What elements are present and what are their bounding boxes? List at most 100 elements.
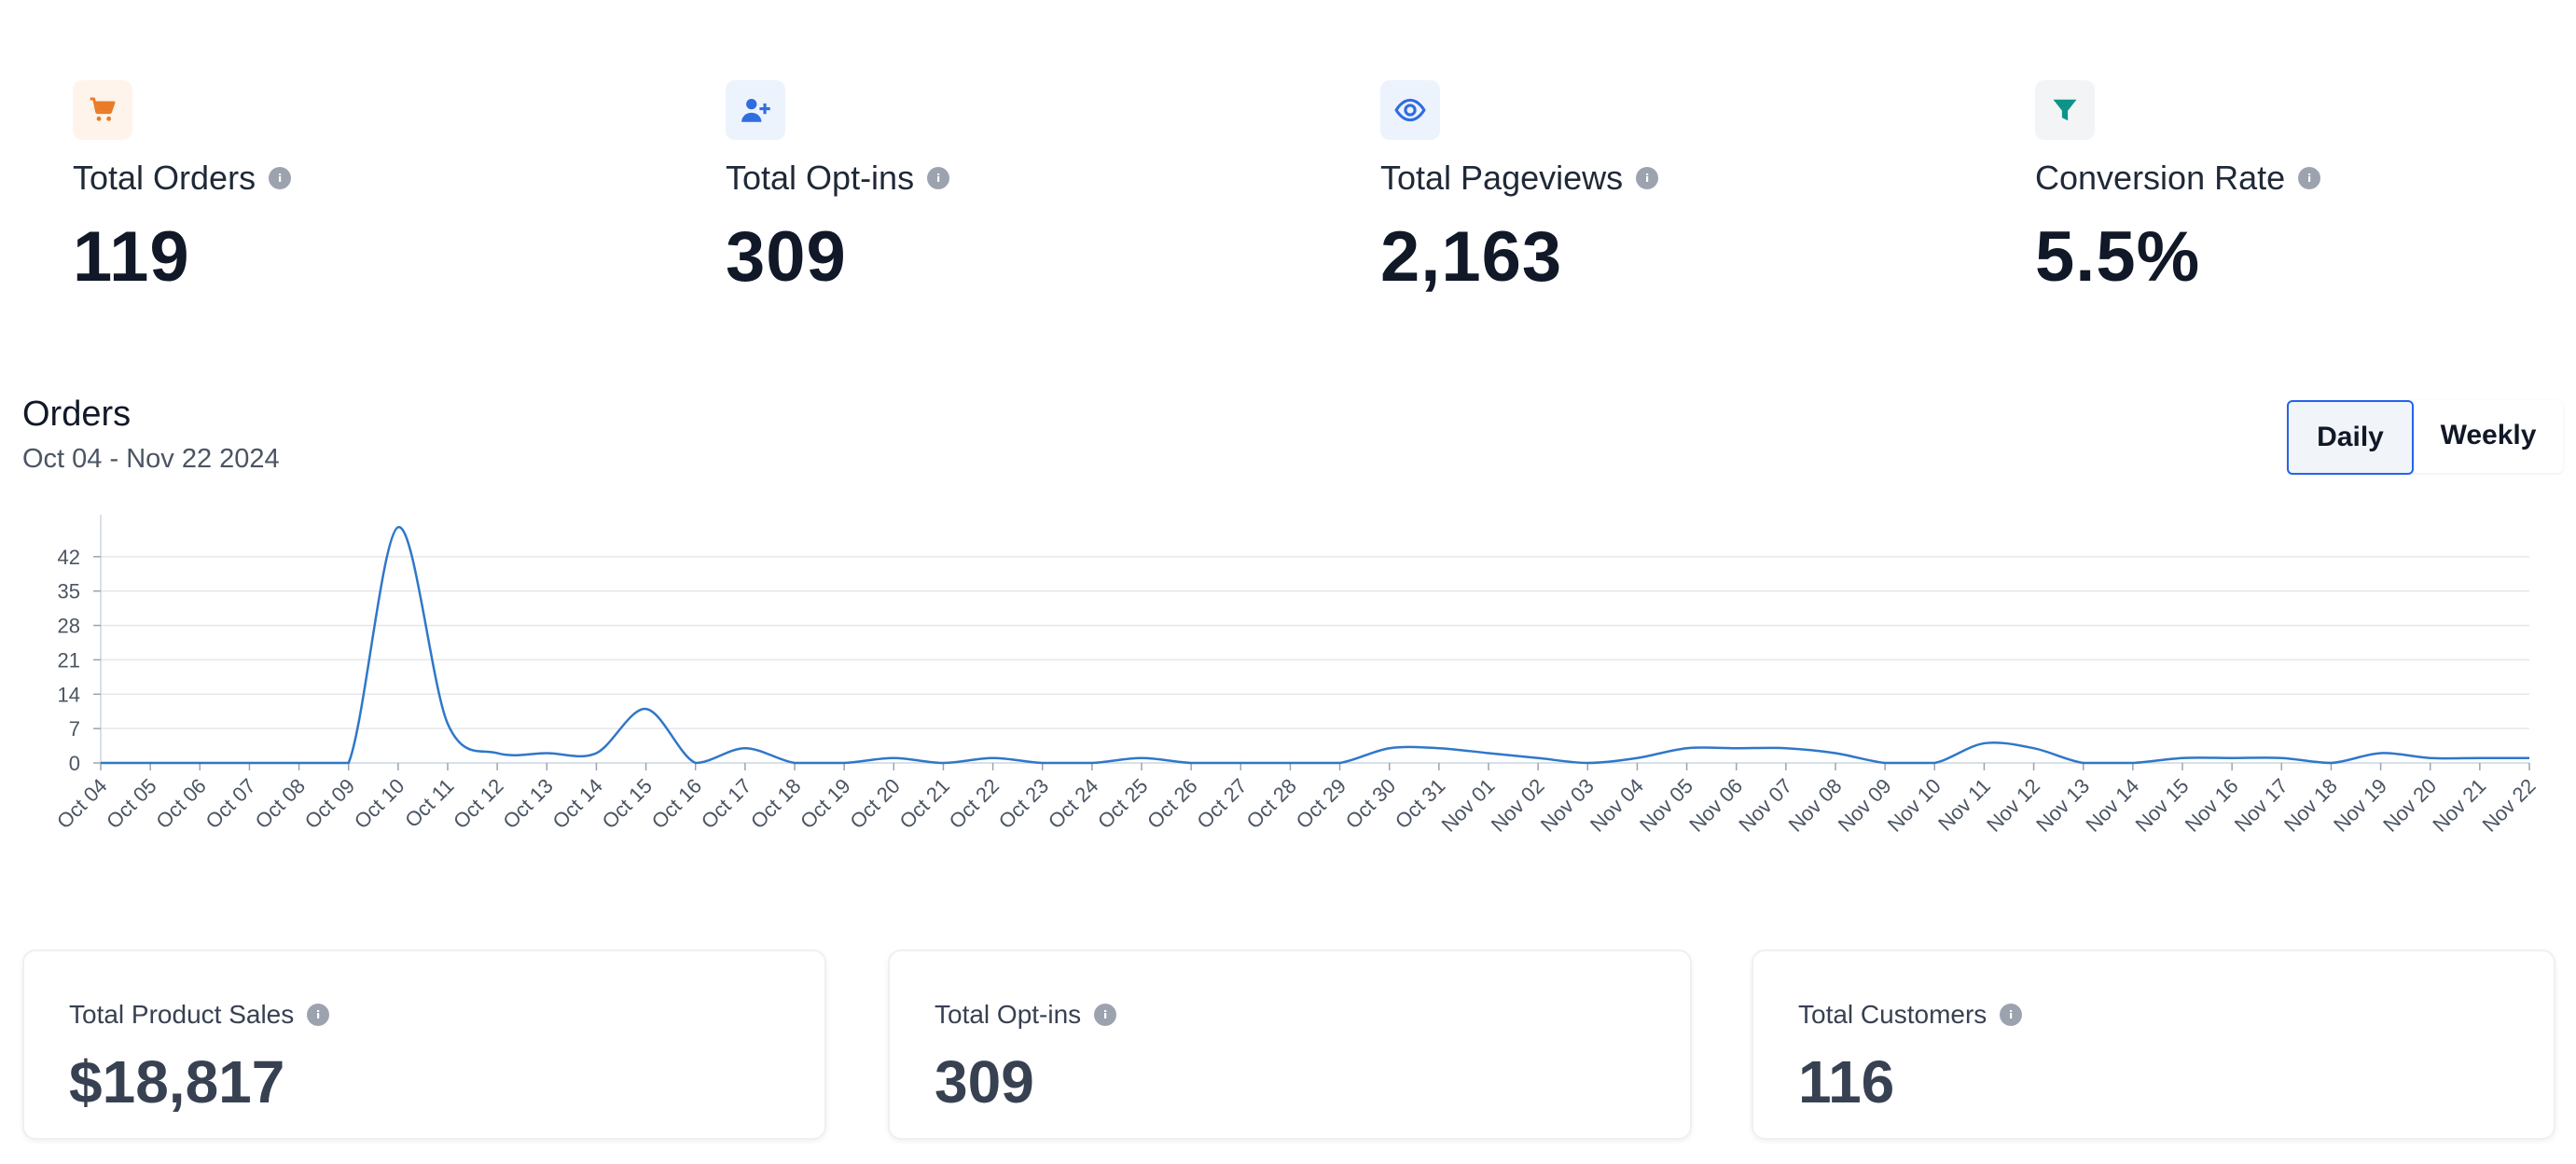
series-line-layer bbox=[101, 526, 2529, 765]
x-tick-label: Oct 11 bbox=[400, 774, 458, 832]
x-tick-label: Oct 08 bbox=[251, 774, 311, 834]
x-tick-label: Nov 20 bbox=[2378, 774, 2441, 837]
card-title: Total Product Sales bbox=[69, 1000, 295, 1029]
x-tick-label: Nov 14 bbox=[2081, 774, 2143, 837]
x-tick-label: Oct 14 bbox=[547, 774, 607, 834]
info-icon[interactable] bbox=[1636, 167, 1659, 189]
x-tick-label: Oct 28 bbox=[1241, 774, 1301, 834]
card-value: 116 bbox=[1798, 1048, 1895, 1116]
x-tick-label: Nov 15 bbox=[2131, 774, 2194, 837]
x-tick-label: Nov 12 bbox=[1982, 774, 2044, 837]
x-tick-label: Nov 10 bbox=[1883, 774, 1946, 837]
x-tick-label: Nov 13 bbox=[2031, 774, 2094, 837]
weekly-button[interactable]: Weekly bbox=[2414, 400, 2563, 471]
x-tick-label: Nov 19 bbox=[2329, 774, 2391, 837]
info-icon[interactable] bbox=[269, 167, 292, 189]
orders-date-range: Oct 04 - Nov 22 2024 bbox=[22, 443, 280, 474]
x-tick-label: Oct 12 bbox=[449, 774, 508, 834]
stat-total-orders: Total Orders 119 bbox=[73, 80, 595, 323]
x-tick-label: Nov 16 bbox=[2181, 774, 2243, 837]
info-icon[interactable] bbox=[927, 167, 950, 189]
stat-title: Total Opt-ins bbox=[726, 159, 915, 197]
x-tick-label: Oct 19 bbox=[796, 774, 855, 834]
x-tick-label: Oct 25 bbox=[1093, 774, 1153, 834]
x-tick-label: Oct 04 bbox=[52, 774, 112, 834]
x-tick-label: Nov 03 bbox=[1536, 774, 1599, 837]
x-tick-label: Nov 09 bbox=[1834, 774, 1896, 837]
x-tick-label: Nov 17 bbox=[2230, 774, 2292, 837]
x-tick-label: Nov 04 bbox=[1586, 774, 1648, 837]
stat-value: 5.5% bbox=[2035, 217, 2201, 297]
x-tick-label: Oct 16 bbox=[647, 774, 707, 834]
eye-icon bbox=[1380, 80, 1440, 140]
info-icon[interactable] bbox=[2000, 1004, 2023, 1026]
x-tick-label: Nov 06 bbox=[1684, 774, 1747, 837]
x-tick-label: Oct 17 bbox=[697, 774, 756, 834]
stat-title: Total Pageviews bbox=[1380, 159, 1624, 197]
y-tick-label: 28 bbox=[58, 615, 80, 638]
x-tick-label: Oct 10 bbox=[350, 774, 409, 834]
x-tick-label: Oct 26 bbox=[1143, 774, 1202, 834]
daily-button[interactable]: Daily bbox=[2287, 400, 2414, 475]
stat-total-pageviews: Total Pageviews 2,163 bbox=[1380, 80, 1903, 323]
x-tick-label: Oct 06 bbox=[151, 774, 211, 834]
card-value: $18,817 bbox=[69, 1048, 285, 1116]
y-tick-label: 35 bbox=[58, 580, 80, 603]
stat-value: 309 bbox=[726, 217, 847, 297]
x-tick-label: Nov 21 bbox=[2428, 774, 2490, 837]
stat-title: Conversion Rate bbox=[2035, 159, 2286, 197]
x-tick-label: Oct 07 bbox=[201, 774, 260, 834]
chart-grid bbox=[100, 515, 2529, 764]
x-tick-label: Nov 22 bbox=[2478, 774, 2541, 837]
x-tick-label: Oct 29 bbox=[1292, 774, 1351, 834]
orders-series-line bbox=[101, 526, 2529, 765]
x-tick-label: Nov 18 bbox=[2279, 774, 2342, 837]
x-tick-label: Nov 05 bbox=[1635, 774, 1697, 837]
info-icon[interactable] bbox=[307, 1004, 330, 1026]
x-tick-label: Oct 13 bbox=[498, 774, 558, 834]
x-tick-label: Oct 09 bbox=[300, 774, 360, 834]
stat-value: 119 bbox=[73, 217, 190, 297]
y-tick-label: 0 bbox=[69, 752, 80, 775]
card-title: Total Customers bbox=[1798, 1000, 1987, 1029]
info-icon[interactable] bbox=[1094, 1004, 1117, 1026]
y-tick-label: 14 bbox=[58, 683, 80, 706]
card-total-customers: Total Customers 116 bbox=[1752, 949, 2555, 1140]
x-tick-label: Nov 01 bbox=[1437, 774, 1500, 837]
period-toggle: Daily Weekly bbox=[2287, 400, 2563, 475]
card-total-opt-ins: Total Opt-ins 309 bbox=[888, 949, 1692, 1140]
card-title: Total Opt-ins bbox=[935, 1000, 1082, 1029]
y-tick-label: 21 bbox=[58, 648, 80, 672]
x-tick-label: Oct 27 bbox=[1192, 774, 1252, 834]
cart-icon bbox=[73, 80, 132, 140]
y-axis-ticks: 0 7 14 21 28 35 42 bbox=[58, 546, 101, 775]
x-tick-label: Nov 02 bbox=[1487, 774, 1549, 837]
stat-title: Total Orders bbox=[73, 159, 256, 197]
info-icon[interactable] bbox=[2298, 167, 2321, 189]
x-tick-label: Oct 21 bbox=[894, 774, 954, 834]
user-plus-icon bbox=[726, 80, 785, 140]
x-tick-label: Nov 07 bbox=[1734, 774, 1796, 837]
orders-title: Orders bbox=[22, 395, 132, 434]
x-tick-label: Nov 11 bbox=[1933, 774, 1995, 836]
x-tick-label: Oct 15 bbox=[598, 774, 658, 834]
x-tick-label: Oct 18 bbox=[746, 774, 806, 834]
stat-value: 2,163 bbox=[1380, 217, 1563, 297]
orders-header: Orders Oct 04 - Nov 22 2024 bbox=[22, 395, 280, 475]
x-tick-label: Oct 30 bbox=[1341, 774, 1401, 834]
x-tick-label: Oct 24 bbox=[1044, 774, 1103, 834]
y-tick-label: 42 bbox=[58, 546, 80, 569]
funnel-icon bbox=[2035, 80, 2095, 140]
x-tick-label: Oct 05 bbox=[102, 774, 161, 834]
stat-total-opt-ins: Total Opt-ins 309 bbox=[726, 80, 1248, 323]
card-total-product-sales: Total Product Sales $18,817 bbox=[22, 949, 826, 1140]
y-tick-label: 7 bbox=[69, 717, 80, 741]
x-tick-label: Oct 20 bbox=[845, 774, 905, 834]
x-tick-label: Oct 22 bbox=[945, 774, 1004, 834]
card-value: 309 bbox=[935, 1048, 1034, 1116]
stat-conversion-rate: Conversion Rate 5.5% bbox=[2035, 80, 2557, 323]
x-tick-label: Oct 23 bbox=[994, 774, 1054, 834]
x-tick-label: Nov 08 bbox=[1784, 774, 1847, 837]
